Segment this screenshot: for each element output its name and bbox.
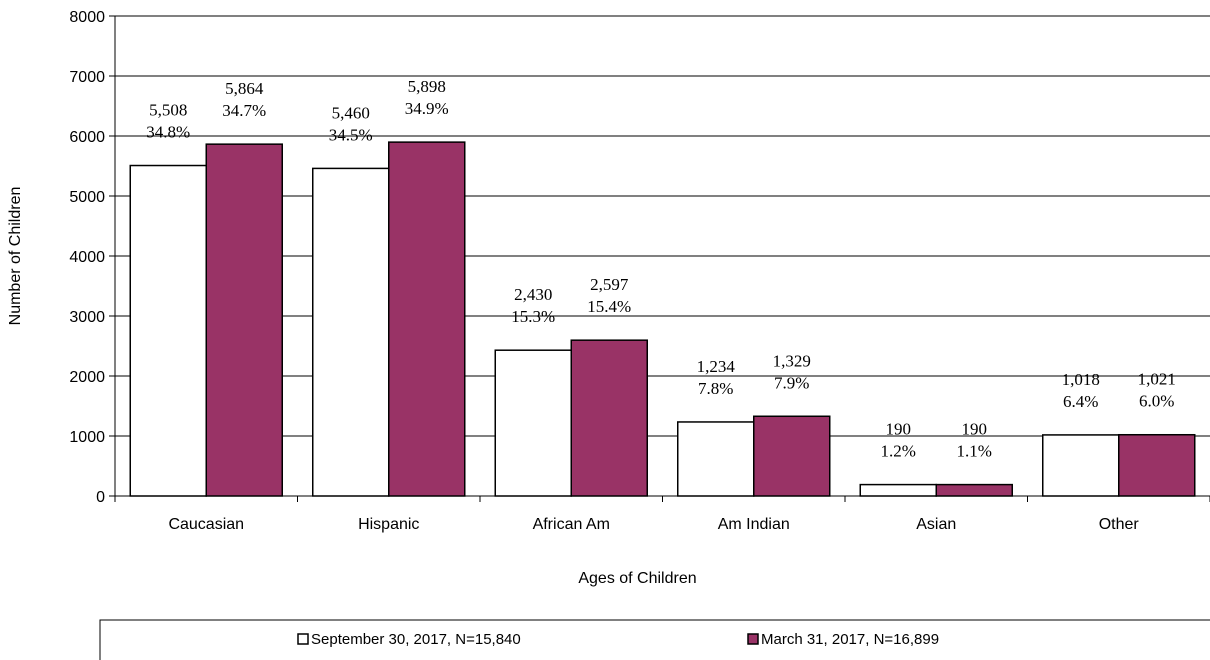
data-label-value: 1,329 [773, 351, 811, 370]
bar [129, 164, 207, 497]
data-label-percent: 1.2% [881, 442, 916, 461]
bar [570, 339, 648, 497]
gridlines [115, 15, 1210, 497]
data-label-value: 190 [886, 420, 912, 439]
x-axis-title: Ages of Children [578, 570, 696, 587]
legend-swatch [747, 633, 759, 645]
data-label-percent: 7.8% [698, 379, 733, 398]
data-labels: 5,508 34.8% 5,864 34.7% 5,460 34.5% 5,898 34.9%… [146, 77, 1176, 460]
y-axis-title: Number of Children [7, 187, 24, 326]
x-tick-label: Hispanic [358, 516, 419, 533]
data-label-value: 5,864 [225, 79, 264, 98]
y-tick-label: 3000 [69, 309, 105, 326]
data-label-percent: 7.9% [774, 373, 809, 392]
y-tick-label: 2000 [69, 369, 105, 386]
x-tick-label: African Am [533, 516, 610, 533]
bar [388, 141, 466, 497]
data-label-percent: 34.8% [146, 123, 190, 142]
bar [859, 483, 937, 497]
bar [677, 421, 755, 497]
data-label-percent: 1.1% [957, 442, 992, 461]
bar [753, 415, 831, 497]
y-tick-label: 4000 [69, 249, 105, 266]
data-label-percent: 34.9% [405, 99, 449, 118]
y-tick-label: 6000 [69, 129, 105, 146]
bar [1042, 434, 1120, 497]
data-label-value: 5,508 [149, 101, 187, 120]
y-tick-label: 5000 [69, 189, 105, 206]
data-label-value: 5,898 [408, 77, 446, 96]
data-label-value: 2,597 [590, 275, 629, 294]
bar [205, 143, 283, 497]
y-tick-label: 8000 [69, 9, 105, 26]
y-tick-label: 7000 [69, 69, 105, 86]
data-label-value: 1,021 [1138, 370, 1176, 389]
x-tick-label: Caucasian [168, 516, 244, 533]
x-tick-label: Am Indian [718, 516, 790, 533]
y-tick-label: 0 [96, 489, 105, 506]
x-tick-label: Asian [916, 516, 956, 533]
bar [312, 167, 390, 497]
data-label-value: 2,430 [514, 285, 552, 304]
bar [494, 349, 572, 497]
y-tick-label: 1000 [69, 429, 105, 446]
data-label-value: 1,234 [697, 357, 736, 376]
data-label-value: 1,018 [1062, 370, 1100, 389]
data-label-value: 5,460 [332, 103, 370, 122]
data-label-percent: 34.5% [329, 125, 373, 144]
legend-box [99, 619, 1210, 660]
data-label-percent: 6.0% [1139, 392, 1174, 411]
x-tick-label: Other [1099, 516, 1140, 533]
axes: 0 1000 2000 3000 4000 5000 6000 7000 8000 Caucasi… [69, 9, 1210, 533]
bar [1118, 433, 1196, 497]
data-label-percent: 34.7% [222, 101, 266, 120]
bar [935, 483, 1013, 497]
data-label-value: 190 [962, 420, 988, 439]
legend-label: March 31, 2017, N=16,899 [761, 631, 939, 648]
legend: September 30, 2017, N=15,840 March 31, 20… [99, 619, 1210, 660]
data-label-percent: 6.4% [1063, 392, 1098, 411]
bars [129, 141, 1196, 497]
legend-label: September 30, 2017, N=15,840 [311, 631, 521, 648]
legend-swatch [297, 633, 309, 645]
data-label-percent: 15.4% [587, 297, 631, 316]
data-label-percent: 15.3% [511, 307, 555, 326]
